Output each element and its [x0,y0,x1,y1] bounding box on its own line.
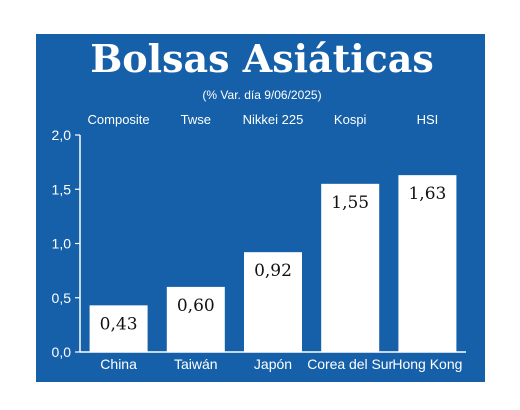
x-category-label: Hong Kong [392,356,462,372]
bar-value-label: 0,92 [254,261,292,281]
bar-value-label: 1,55 [331,193,369,213]
index-name-label: HSI [417,112,439,127]
y-tick-label: 2,0 [52,127,72,143]
index-name-label: Kospi [334,112,367,127]
x-category-label: Japón [254,356,292,372]
bar [89,305,148,352]
bar-value-label: 1,63 [408,184,446,204]
y-tick-label: 1,0 [52,236,72,252]
index-name-label: Composite [88,112,150,127]
bar [166,286,225,352]
bar [244,252,302,352]
bar-value-label: 0,43 [100,314,138,334]
x-category-label: Corea del Sur [307,356,393,372]
y-tick-label: 0,5 [52,290,72,306]
bar-value-label: 0,60 [177,296,215,316]
bar [321,183,380,352]
x-category-label: Taiwán [174,356,218,372]
index-name-label: Twse [181,112,211,127]
y-tick-label: 0,0 [52,344,72,360]
chart-subtitle: (% Var. día 9/06/2025) [202,88,321,102]
chart-title: Bolsas Asiáticas [90,36,434,81]
index-name-label: Nikkei 225 [243,112,304,127]
x-category-label: China [100,356,137,372]
bar [398,175,457,352]
y-tick-label: 1,5 [52,181,72,197]
